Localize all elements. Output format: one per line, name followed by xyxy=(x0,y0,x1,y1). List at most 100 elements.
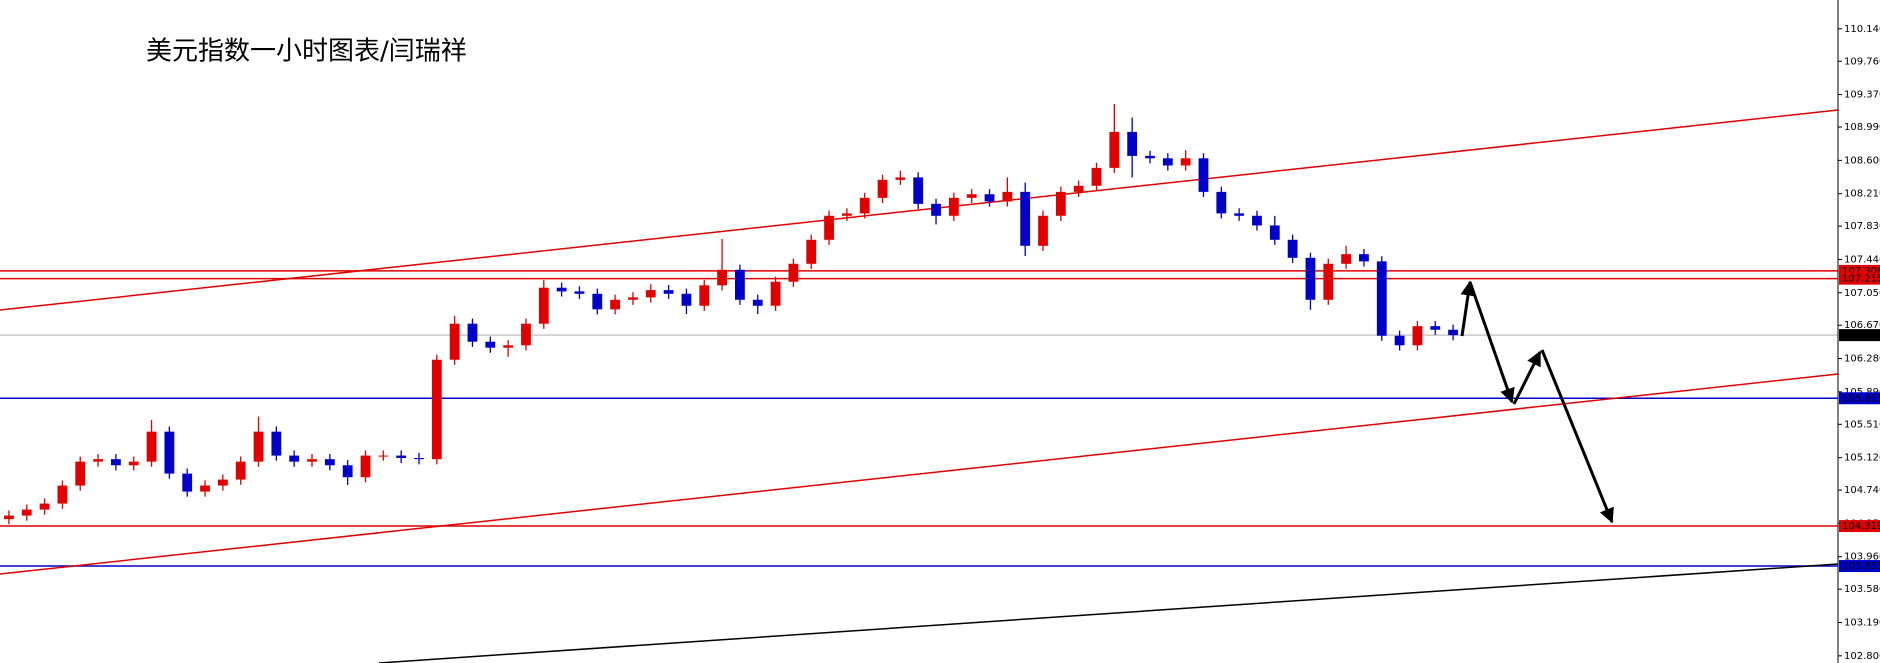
candle-body xyxy=(200,485,210,492)
candle-body xyxy=(1269,225,1280,240)
candle-body xyxy=(1216,191,1227,214)
candle-body xyxy=(628,297,638,300)
candle-body xyxy=(378,455,389,457)
y-tick-label: 103.190 xyxy=(1844,618,1880,629)
candle-body xyxy=(1180,158,1191,166)
level-label-bg xyxy=(1839,560,1880,573)
candle-body xyxy=(1145,155,1155,159)
candle-body xyxy=(1394,335,1405,346)
candle-body xyxy=(1020,191,1031,246)
candle-body xyxy=(1252,215,1262,226)
forecast-arrows xyxy=(1460,280,1614,524)
arrow xyxy=(1540,349,1614,524)
level-label: 103.851 xyxy=(1842,561,1880,572)
candle-body xyxy=(859,197,870,214)
candle-body xyxy=(592,293,603,310)
candle-body xyxy=(110,459,121,466)
candle-body xyxy=(681,293,692,306)
y-tick-label: 102.800 xyxy=(1844,651,1880,662)
y-tick-label: 107.830 xyxy=(1844,221,1880,232)
candle-body xyxy=(57,485,68,504)
candle-body xyxy=(1376,261,1387,336)
candle-body xyxy=(1287,239,1298,258)
candle-body xyxy=(128,461,139,466)
candle-body xyxy=(1234,213,1245,216)
candle-body xyxy=(503,345,514,348)
candle-body xyxy=(146,431,157,462)
candle-body xyxy=(217,479,228,486)
candle-body xyxy=(699,285,710,306)
candle-body xyxy=(931,203,941,216)
level-label-bg xyxy=(1839,272,1880,285)
candle-body xyxy=(485,341,496,348)
candle-body xyxy=(948,197,959,216)
candle-body xyxy=(806,239,817,264)
y-tick-label: 109.760 xyxy=(1844,56,1880,67)
candle-body xyxy=(1055,191,1066,216)
trend-line xyxy=(378,563,1839,663)
level-label: 106.554 xyxy=(1842,330,1880,341)
candle-body xyxy=(324,459,335,466)
candle-body xyxy=(984,194,995,202)
level-label: 107.306 xyxy=(1842,266,1880,277)
candle-body xyxy=(21,509,32,516)
trend-line xyxy=(0,373,1839,575)
y-tick-label: 104.740 xyxy=(1844,485,1880,496)
arrow xyxy=(1460,280,1476,337)
level-label: 104.319 xyxy=(1842,521,1880,532)
candle-body xyxy=(663,290,674,294)
candle-body xyxy=(396,455,407,458)
y-tick-label: 105.510 xyxy=(1844,419,1880,430)
candle-body xyxy=(877,179,888,198)
candle-body xyxy=(4,515,14,520)
level-label-bg xyxy=(1839,329,1880,342)
y-tick-label: 110.140 xyxy=(1844,24,1880,35)
candle-body xyxy=(788,263,799,282)
y-tick-label: 103.580 xyxy=(1844,584,1880,595)
candle-body xyxy=(717,269,727,286)
candle-body xyxy=(574,291,585,294)
candle-body xyxy=(913,177,924,204)
candle-body xyxy=(414,457,424,460)
level-label: 107.215 xyxy=(1842,274,1880,285)
candle-body xyxy=(1073,185,1084,192)
y-tick-label: 109.370 xyxy=(1844,90,1880,101)
y-tick-label: 105.120 xyxy=(1844,453,1880,464)
candle-body xyxy=(645,290,656,298)
candle-body xyxy=(467,323,478,342)
candle-body xyxy=(360,455,371,478)
candle-body xyxy=(235,461,246,480)
candle-body xyxy=(1038,215,1048,246)
candle-body xyxy=(610,299,621,310)
candle-body xyxy=(289,455,300,462)
candle-body xyxy=(752,299,763,306)
candle-body xyxy=(39,503,50,510)
candle-body xyxy=(1341,254,1352,264)
candle-body xyxy=(1002,191,1013,202)
candle-body xyxy=(449,323,460,360)
candle-body xyxy=(1412,326,1423,346)
level-label: 105.815 xyxy=(1842,393,1880,404)
candle-body xyxy=(841,213,852,216)
candle-body xyxy=(770,281,781,306)
candle-body xyxy=(1198,158,1209,192)
candle-body xyxy=(1305,257,1316,300)
chart-title: 美元指数一小时图表/闫瑞祥 xyxy=(146,37,467,67)
candle-body xyxy=(253,431,264,462)
candle-body xyxy=(1448,329,1458,336)
candle-body xyxy=(1091,167,1102,186)
candle-body xyxy=(182,473,193,492)
y-tick-label: 108.210 xyxy=(1844,189,1880,200)
candle-body xyxy=(1109,131,1120,168)
candle-body xyxy=(75,461,86,486)
candle-body xyxy=(271,431,282,456)
candle-body xyxy=(431,359,442,460)
candle-body xyxy=(895,177,906,180)
candle-body xyxy=(735,269,745,300)
candle-body xyxy=(93,459,103,462)
candle-body xyxy=(1127,131,1138,156)
y-tick-label: 106.670 xyxy=(1844,320,1880,331)
trend-line xyxy=(0,109,1839,311)
